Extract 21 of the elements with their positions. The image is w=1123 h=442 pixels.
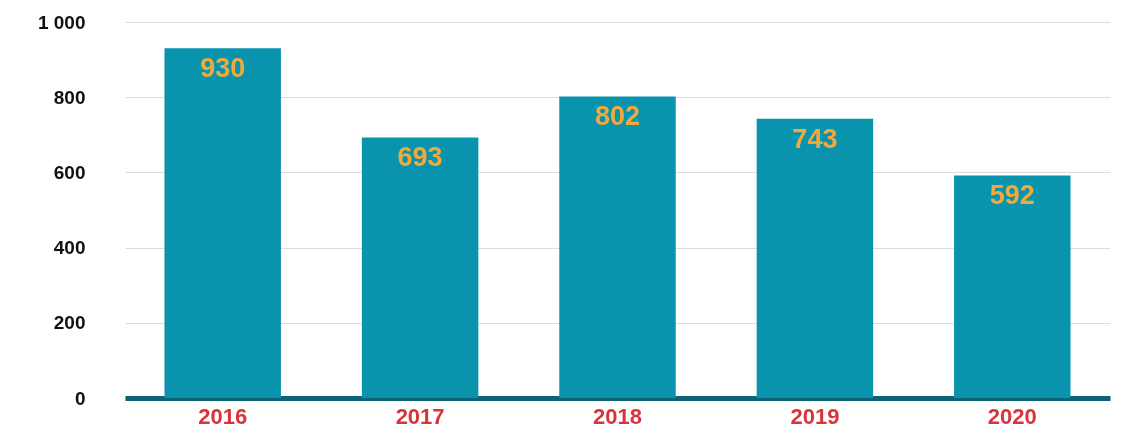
y-tick-label: 800 — [53, 86, 86, 108]
y-tick-label: 0 — [74, 387, 86, 409]
data-label: 693 — [397, 142, 443, 173]
data-label: 802 — [594, 101, 641, 132]
data-label: 592 — [989, 180, 1035, 211]
y-tick-label: 200 — [53, 312, 86, 334]
data-label: 930 — [200, 53, 246, 84]
bar — [756, 118, 874, 398]
x-tick-label: 2019 — [790, 403, 840, 429]
bar — [164, 48, 281, 398]
y-tick-label: 1 000 — [37, 11, 86, 33]
y-tick-label: 600 — [53, 161, 86, 183]
x-tick-label: 2016 — [198, 403, 248, 429]
bar — [361, 137, 479, 398]
data-label: 743 — [792, 123, 838, 154]
x-tick-label: 2018 — [593, 403, 642, 429]
x-tick-label: 2020 — [987, 403, 1037, 429]
y-tick-label: 400 — [53, 237, 86, 259]
bar — [954, 175, 1071, 398]
bar — [559, 96, 676, 398]
x-tick-label: 2017 — [395, 403, 445, 429]
